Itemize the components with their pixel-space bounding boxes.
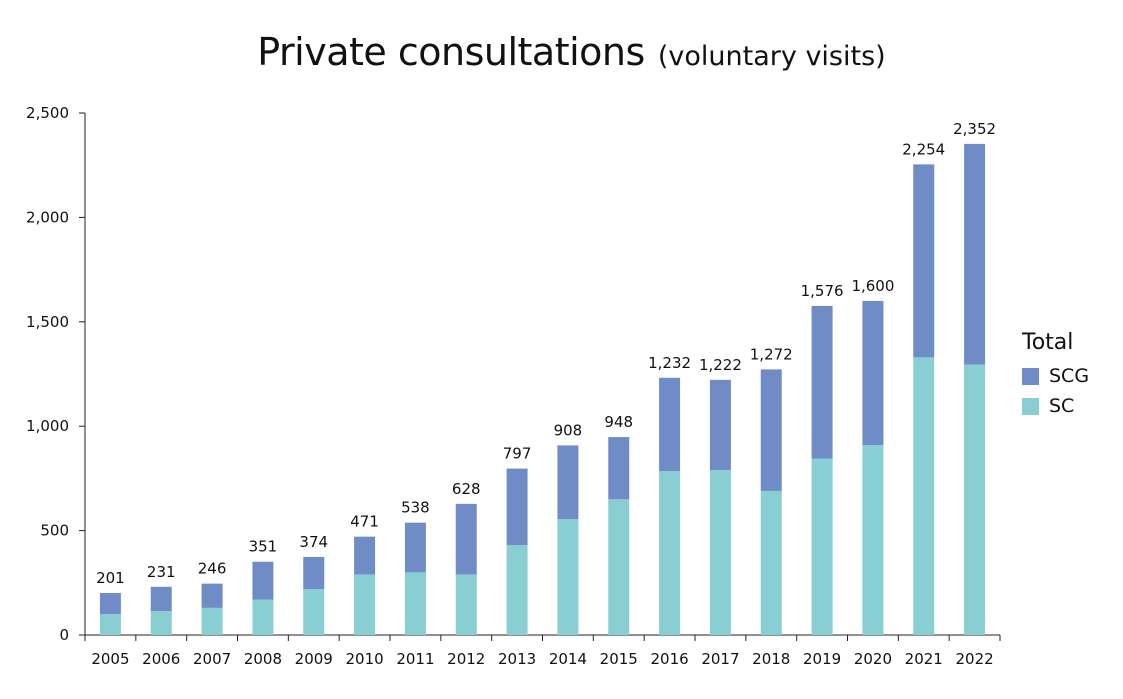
chart-title: Private consultations (voluntary visits)	[0, 30, 1123, 74]
bar-scg	[608, 437, 630, 500]
x-tick-label: 2022	[955, 650, 993, 668]
bar-scg	[811, 305, 833, 459]
legend-swatch-scg	[1022, 367, 1039, 385]
total-data-label: 2,254	[902, 140, 945, 158]
bar-scg	[150, 586, 172, 611]
total-data-label: 201	[96, 569, 125, 587]
y-tick-label: 1,000	[26, 417, 69, 435]
x-tick-label: 2006	[142, 650, 180, 668]
bar-sc	[760, 490, 782, 635]
bar-scg	[99, 593, 121, 615]
legend-item-scg: SCG	[1022, 361, 1089, 391]
x-tick-label: 2016	[650, 650, 688, 668]
total-data-label: 246	[198, 560, 227, 578]
bar-sc	[709, 470, 731, 635]
total-data-label: 1,576	[801, 282, 844, 300]
x-tick-label: 2005	[91, 650, 129, 668]
total-data-label: 538	[401, 499, 430, 517]
total-data-label: 908	[554, 421, 583, 439]
bar-scg	[252, 561, 274, 600]
total-data-label: 231	[147, 563, 176, 581]
x-tick-label: 2015	[600, 650, 638, 668]
chart-subtitle: (voluntary visits)	[657, 41, 886, 72]
bar-scg	[303, 556, 325, 590]
y-tick-label: 2,000	[26, 208, 69, 226]
bar-sc	[964, 364, 986, 635]
bar-scg	[557, 445, 579, 520]
x-tick-label: 2008	[244, 650, 282, 668]
legend-label-sc: SC	[1049, 395, 1075, 417]
y-tick-label: 500	[40, 522, 69, 540]
bar-scg	[659, 377, 681, 472]
x-tick-label: 2009	[295, 650, 333, 668]
y-tick-label: 2,500	[26, 104, 69, 122]
bar-scg	[760, 369, 782, 491]
total-data-label: 1,232	[648, 354, 691, 372]
bar-scg	[404, 522, 426, 573]
x-tick-label: 2019	[803, 650, 841, 668]
x-tick-label: 2013	[498, 650, 536, 668]
bar-sc	[811, 458, 833, 635]
total-data-label: 1,272	[750, 345, 793, 363]
bar-sc	[659, 471, 681, 635]
legend: Total SCG SC	[1022, 330, 1089, 421]
bar-scg	[455, 503, 477, 575]
x-tick-label: 2021	[905, 650, 943, 668]
total-data-label: 351	[249, 538, 278, 556]
total-data-label: 948	[604, 413, 633, 431]
bar-scg	[354, 536, 376, 575]
x-tick-label: 2014	[549, 650, 587, 668]
legend-label-scg: SCG	[1049, 365, 1090, 387]
bar-sc	[303, 589, 325, 635]
bar-sc	[557, 519, 579, 635]
bar-scg	[506, 468, 528, 546]
total-data-label: 1,600	[851, 277, 894, 295]
bar-scg	[862, 300, 884, 445]
x-tick-label: 2017	[701, 650, 739, 668]
bar-sc	[608, 499, 630, 635]
total-data-label: 2,352	[953, 120, 996, 138]
bar-sc	[252, 599, 274, 635]
bar-sc	[455, 574, 477, 635]
x-tick-label: 2020	[854, 650, 892, 668]
x-tick-label: 2011	[396, 650, 434, 668]
bar-sc	[404, 572, 426, 635]
bar-sc	[913, 357, 935, 635]
bar-sc	[506, 545, 528, 635]
total-data-label: 797	[503, 445, 532, 463]
bar-sc	[99, 614, 121, 635]
x-tick-label: 2018	[752, 650, 790, 668]
bar-sc	[150, 610, 172, 635]
x-tick-label: 2012	[447, 650, 485, 668]
x-tick-label: 2010	[345, 650, 383, 668]
y-tick-label: 0	[59, 626, 69, 644]
bar-sc	[862, 444, 884, 635]
total-data-label: 1,222	[699, 356, 742, 374]
bar-scg	[964, 143, 986, 365]
y-tick-label: 1,500	[26, 313, 69, 331]
bar-scg	[709, 379, 731, 471]
bar-scg	[913, 164, 935, 358]
bar-scg	[201, 583, 223, 608]
total-data-label: 471	[350, 513, 379, 531]
bar-sc	[354, 574, 376, 635]
total-data-label: 374	[299, 533, 328, 551]
legend-item-sc: SC	[1022, 391, 1089, 421]
x-tick-label: 2007	[193, 650, 231, 668]
bar-sc	[201, 607, 223, 635]
legend-swatch-sc	[1022, 397, 1039, 415]
chart-title-main: Private consultations	[257, 30, 645, 74]
total-data-label: 628	[452, 480, 481, 498]
legend-title: Total	[1022, 330, 1074, 355]
